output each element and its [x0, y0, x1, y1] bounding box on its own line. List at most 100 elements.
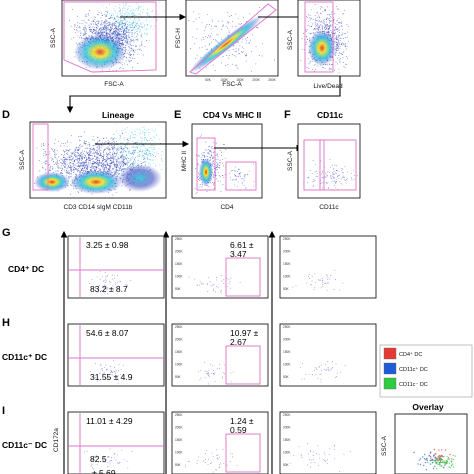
- scatter-dots: [89, 359, 124, 384]
- panel-letter-d: D: [2, 109, 10, 121]
- quadrant-upper-value: 54.6 ± 8.07: [86, 328, 129, 338]
- x-axis-label: CD4: [220, 204, 233, 211]
- gate-polygon: [63, 1, 157, 73]
- quadrant-upper-value: 3.25 ± 0.98: [86, 240, 129, 250]
- legend-label-cd11c-pos: CD11c⁺ DC: [399, 366, 428, 373]
- panel-letter-g: G: [2, 227, 11, 239]
- x-axis-label: CD3 CD14 sIgM CD11b: [64, 204, 133, 211]
- plot-frame: [279, 323, 377, 387]
- grid-plot-r3-c1: 11.01 ± 4.29 82.5 ± 5.69: [67, 411, 165, 474]
- legend-swatch-cd11c-pos: [383, 362, 397, 375]
- plot-ssc-fsc: SSC-A FSC-A: [50, 0, 167, 88]
- panel-letter-i: I: [2, 405, 5, 417]
- quadrant-upper-value: 11.01 ± 4.29: [86, 416, 133, 426]
- legend: CD4⁺ DC CD11c⁺ DC CD11c⁻ DC: [379, 344, 473, 398]
- y-axis-label: SSC-A: [381, 435, 388, 456]
- density-hotspot: [70, 170, 122, 194]
- legend-label-cd11c-neg: CD11c⁻ DC: [399, 382, 428, 388]
- plot-frame: [279, 235, 377, 299]
- panel-letter-h: H: [2, 317, 10, 329]
- legend-swatch-cd11c-neg: [383, 377, 397, 390]
- gate-value-line2: 3.47: [230, 249, 247, 259]
- plot-frame: [279, 411, 377, 474]
- plot-frame: [171, 323, 269, 387]
- scatter-dots: [303, 158, 358, 191]
- scatter-dots: [292, 269, 344, 291]
- x-tick-labels: 50K 100K 150K 200K 250K: [205, 78, 276, 82]
- svg-text:200K: 200K: [252, 78, 260, 82]
- panel-letter-f: F: [284, 109, 291, 121]
- scatter-dots: [198, 361, 234, 385]
- gate-arrow-down: [66, 76, 341, 114]
- cd4-positive-gate: [225, 161, 257, 191]
- scatter-dots: [290, 443, 351, 472]
- x-axis-label: Live/Dead: [313, 83, 343, 90]
- density-hotspot: [34, 172, 70, 192]
- svg-text:100K: 100K: [220, 78, 228, 82]
- lineage-negative-gate: [32, 123, 49, 191]
- svg-text:50K: 50K: [205, 78, 212, 82]
- quadrant-lower-value: 83.2 ± 8.7: [90, 284, 128, 294]
- cd11c-gate: [225, 257, 261, 297]
- cd11c-gate: [225, 433, 261, 473]
- plot-live-dead: SSC-A Live/Dead: [287, 0, 361, 90]
- quadrant-lower-value: 82.5: [90, 454, 107, 464]
- overlay-title: Overlay: [412, 402, 443, 412]
- y-axis-label-cd172a: CD172a: [53, 428, 60, 452]
- plot-frame: [67, 323, 165, 387]
- panel-letter-e: E: [174, 109, 181, 121]
- y-axis-label: FSC-H: [175, 28, 182, 48]
- title-cd4-mhc: CD4 Vs MHC II: [203, 110, 262, 120]
- density-hotspot: [308, 30, 336, 66]
- quadrant-lower-value: 31.55 ± 4.9: [90, 372, 133, 382]
- grid-plot-r1-c1: 3.25 ± 0.98 83.2 ± 8.7: [67, 235, 165, 299]
- plot-overlay: SSC-A: [381, 413, 468, 474]
- title-cd11c: CD11c: [317, 110, 343, 120]
- scatter-dots: [84, 448, 133, 474]
- density-hotspot: [74, 34, 126, 70]
- y-axis-label: SSC-A: [50, 27, 57, 48]
- plot-cd4-mhc: MHC II CD4: [181, 123, 304, 211]
- y-axis-label: SSC-A: [287, 29, 294, 50]
- gate-value-line1: 6.61 ±: [230, 240, 254, 250]
- y-axis-label: SSC-A: [287, 150, 294, 171]
- svg-text:250K: 250K: [268, 78, 276, 82]
- quadrant-lower-value-2: ± 5.69: [92, 468, 116, 474]
- title-lineage: Lineage: [102, 110, 134, 120]
- plot-frame: [67, 235, 165, 299]
- plot-lineage: SSC-A CD3 CD14 sIgM CD11b: [19, 121, 190, 211]
- cd11c-positive-gate: [319, 139, 357, 191]
- scatter-dots: [185, 448, 238, 473]
- mhc-ii-gate: [196, 137, 216, 191]
- plot-frame: [297, 123, 361, 199]
- density-cluster: [118, 164, 162, 192]
- plot-frame: [67, 411, 165, 474]
- y-axis-label: MHC II: [181, 151, 188, 171]
- density-diagonal: [189, 15, 263, 73]
- row-label-cd4: CD4⁺ DC: [8, 264, 44, 274]
- singlet-gate: [189, 3, 277, 75]
- gate-value-line2: 0.59: [230, 425, 247, 435]
- scatter-dots: [299, 360, 346, 383]
- x-axis-label: FSC-A: [222, 81, 242, 88]
- x-axis-label: CD11c: [319, 204, 339, 211]
- plot-fsch-fsca: FSC-H FSC-A 50K 100K 150K 200K 250K: [175, 0, 279, 88]
- gate-value-line2: 2.67: [230, 337, 247, 347]
- gate-value-line1: 10.97 ±: [230, 328, 259, 338]
- y-axis-label: SSC-A: [19, 149, 26, 170]
- gate-value-line1: 1.24 ±: [230, 416, 254, 426]
- plot-frame: [394, 413, 468, 474]
- legend-swatch-cd4: [383, 347, 397, 360]
- plot-frame: [171, 411, 269, 474]
- plot-cd11c: SSC-A CD11c: [287, 123, 361, 211]
